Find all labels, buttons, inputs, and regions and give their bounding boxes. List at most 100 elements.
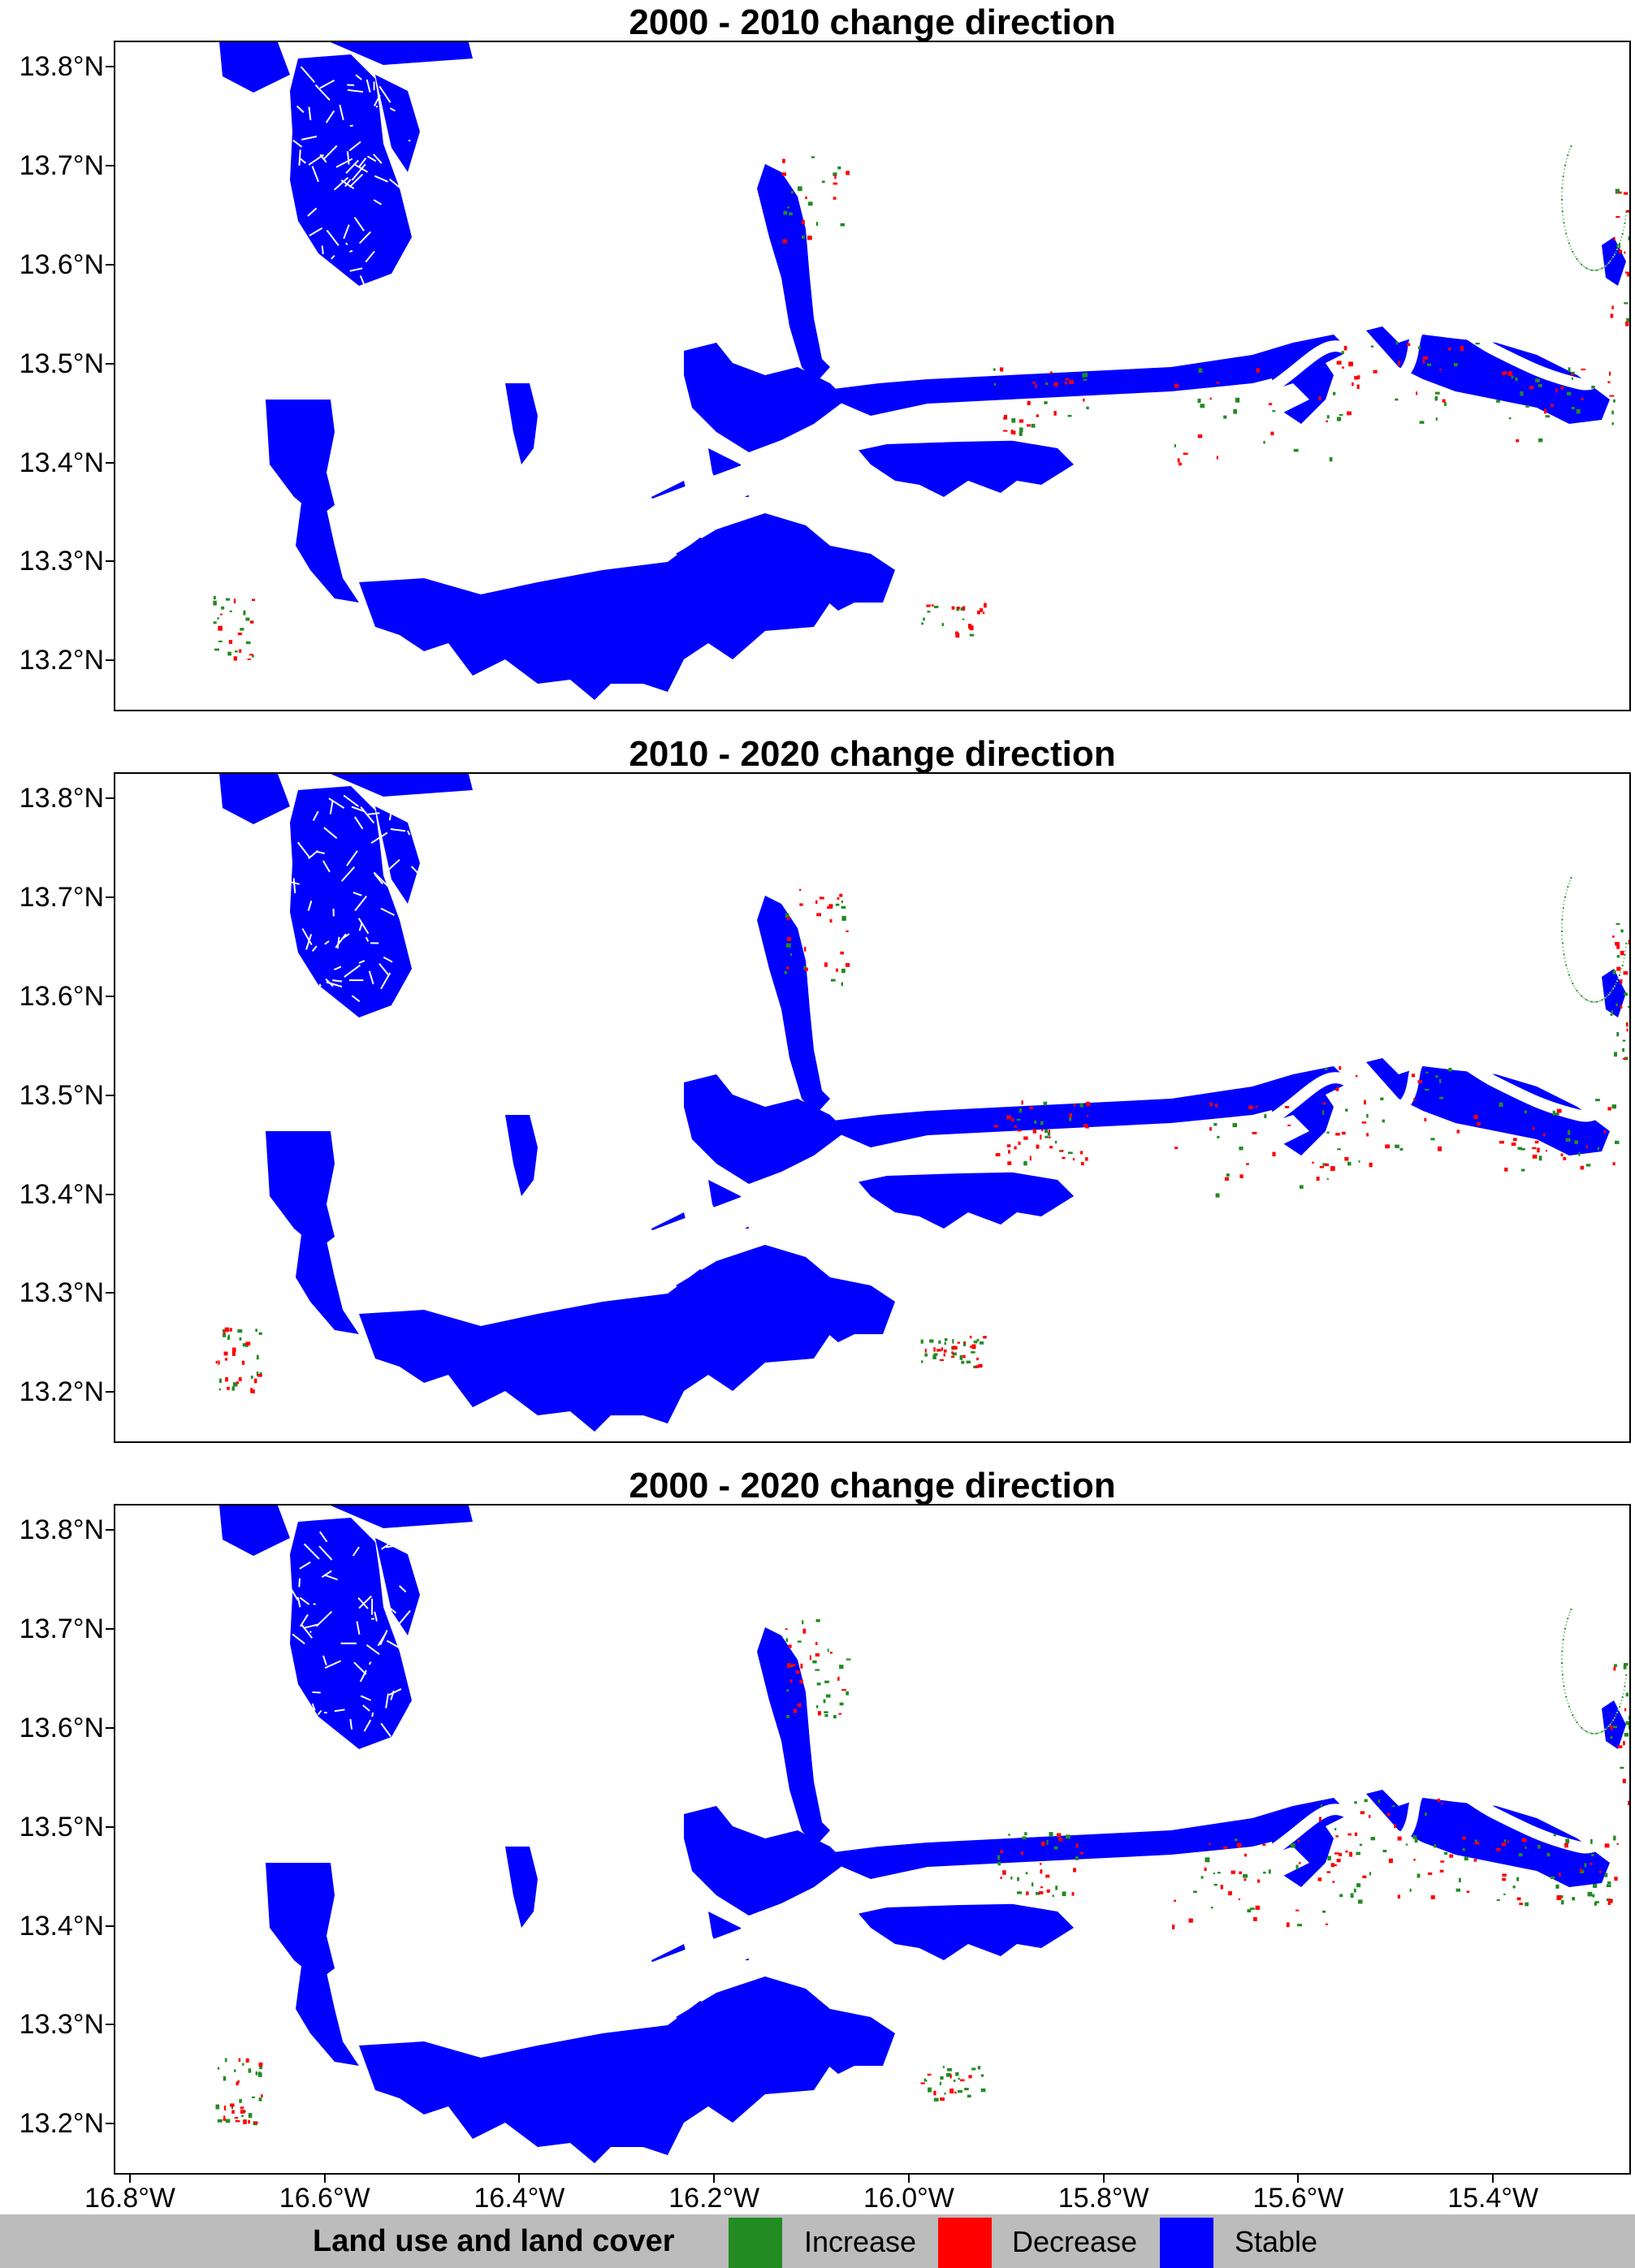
increase-pixel [1538,438,1543,443]
increase-pixel [947,2067,952,2071]
sparse-pixel [1561,1665,1564,1668]
decrease-pixel [1615,942,1620,946]
tidal-creek [375,106,378,108]
sparse-pixel [1589,269,1591,271]
increase-pixel [1439,1096,1444,1099]
increase-pixel [1515,377,1518,382]
decrease-pixel [1348,361,1353,367]
sparse-pixel [1587,268,1590,270]
increase-pixel [217,2119,223,2123]
sparse-pixel [1579,261,1581,264]
increase-pixel [1592,1894,1595,1898]
decrease-pixel [817,1711,821,1716]
decrease-pixel [1083,398,1085,402]
tidal-creek [380,1722,391,1738]
increase-pixel [245,617,250,621]
increase-pixel [1264,1114,1267,1118]
increase-pixel [833,172,837,176]
increase-pixel [1008,1834,1010,1836]
tidal-creek [349,249,353,253]
sparse-pixel [1562,1678,1564,1680]
increase-pixel [785,943,791,948]
sparse-pixel [1581,995,1583,997]
y-tick-label: 13.8°N [19,1514,104,1546]
tidal-creek [383,858,400,874]
decrease-pixel [1174,383,1179,388]
increase-pixel [1520,1147,1525,1151]
increase-pixel [1200,404,1205,408]
increase-pixel [1434,1075,1438,1078]
decrease-pixel [1079,1851,1084,1855]
decrease-pixel [1325,1923,1329,1925]
estuary-water [343,1847,1309,2033]
increase-pixel [227,1336,230,1341]
decrease-pixel [1616,966,1621,971]
tidal-creek [332,979,343,983]
decrease-pixel [933,2090,936,2096]
increase-pixel [786,1715,789,1718]
sparse-pixel [1624,222,1626,224]
y-tick-label: 13.3°N [19,1277,104,1309]
decrease-pixel [1334,1852,1339,1855]
sparse-pixel [1625,942,1628,944]
decrease-pixel [993,1125,999,1128]
decrease-pixel [1617,1745,1623,1748]
x-tick [323,2175,326,2183]
increase-pixel [1055,1886,1058,1890]
tidal-creek [344,179,352,188]
tidal-creek [362,1704,370,1712]
sparse-pixel [1572,1714,1574,1717]
sparse-pixel [1624,214,1627,217]
decrease-pixel [1262,1843,1266,1846]
decrease-pixel [791,1664,796,1667]
increase-pixel [1610,1013,1613,1016]
increase-pixel [231,2105,233,2110]
increase-pixel [1546,1852,1551,1857]
decrease-pixel [1209,1842,1211,1846]
sparse-pixel [1598,1000,1600,1003]
increase-pixel [1604,1873,1608,1877]
decrease-pixel [1336,1859,1341,1863]
decrease-pixel [815,900,818,905]
increase-pixel [242,1343,247,1347]
increase-pixel [785,913,789,918]
increase-pixel [239,2098,242,2103]
increase-pixel [1538,383,1542,387]
sparse-pixel [1577,991,1580,994]
increase-pixel [1628,236,1629,241]
tidal-creek [384,1603,397,1614]
decrease-pixel [1430,1895,1435,1899]
decrease-pixel [1511,1143,1516,1146]
decrease-pixel [1501,1842,1506,1847]
tidal-creek [323,1574,339,1581]
decrease-pixel [1049,1136,1051,1138]
increase-pixel [789,212,793,216]
increase-pixel [1535,378,1540,382]
decrease-pixel [1029,1106,1033,1110]
increase-pixel [1217,1872,1221,1874]
increase-pixel [1366,1113,1369,1118]
decrease-pixel [836,968,838,972]
increase-pixel [1555,1884,1559,1889]
sparse-pixel [1613,253,1616,256]
increase-pixel [1382,1850,1387,1853]
decrease-pixel [1624,192,1629,195]
tidal-creek [345,242,348,246]
increase-pixel [980,2088,986,2093]
increase-pixel [961,1360,965,1364]
sparse-pixel [1576,989,1578,991]
decrease-pixel [926,604,931,607]
increase-pixel [955,2071,959,2076]
increase-pixel [1326,1177,1329,1180]
tidal-creek [360,1695,372,1701]
increase-pixel [927,611,931,613]
increase-pixel [939,2081,942,2085]
increase-pixel [1426,363,1431,366]
sparse-pixel [1562,911,1564,913]
sparse-pixel [1561,1646,1564,1648]
tidal-creek [398,1609,411,1625]
decrease-pixel [838,1713,842,1715]
increase-pixel [1249,1907,1255,1910]
increase-pixel [1571,407,1575,410]
increase-pixel [928,2087,932,2093]
